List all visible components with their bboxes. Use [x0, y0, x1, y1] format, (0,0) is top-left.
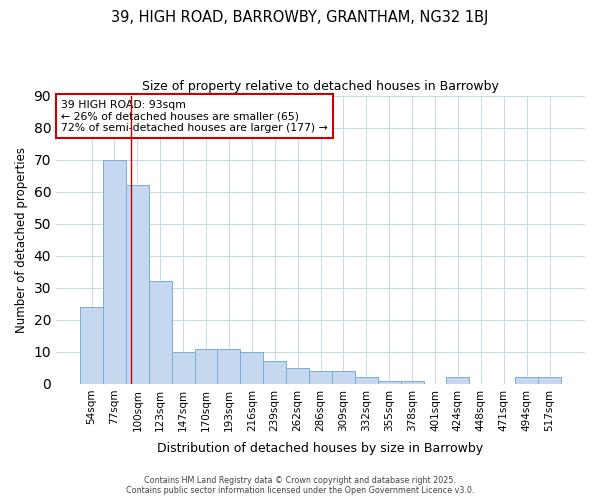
Bar	[241, 352, 263, 384]
Bar	[263, 362, 286, 384]
Bar	[515, 378, 538, 384]
Bar	[194, 348, 217, 384]
Bar	[538, 378, 561, 384]
Bar	[80, 307, 103, 384]
Bar	[401, 380, 424, 384]
Bar	[355, 378, 378, 384]
Bar	[149, 282, 172, 384]
Bar	[172, 352, 194, 384]
Bar	[103, 160, 126, 384]
Bar	[378, 380, 401, 384]
Bar	[217, 348, 241, 384]
X-axis label: Distribution of detached houses by size in Barrowby: Distribution of detached houses by size …	[157, 442, 484, 455]
Y-axis label: Number of detached properties: Number of detached properties	[15, 146, 28, 332]
Bar	[126, 186, 149, 384]
Text: 39 HIGH ROAD: 93sqm
← 26% of detached houses are smaller (65)
72% of semi-detach: 39 HIGH ROAD: 93sqm ← 26% of detached ho…	[61, 100, 328, 133]
Bar	[446, 378, 469, 384]
Text: 39, HIGH ROAD, BARROWBY, GRANTHAM, NG32 1BJ: 39, HIGH ROAD, BARROWBY, GRANTHAM, NG32 …	[112, 10, 488, 25]
Text: Contains HM Land Registry data © Crown copyright and database right 2025.
Contai: Contains HM Land Registry data © Crown c…	[126, 476, 474, 495]
Title: Size of property relative to detached houses in Barrowby: Size of property relative to detached ho…	[142, 80, 499, 93]
Bar	[309, 371, 332, 384]
Bar	[332, 371, 355, 384]
Bar	[286, 368, 309, 384]
